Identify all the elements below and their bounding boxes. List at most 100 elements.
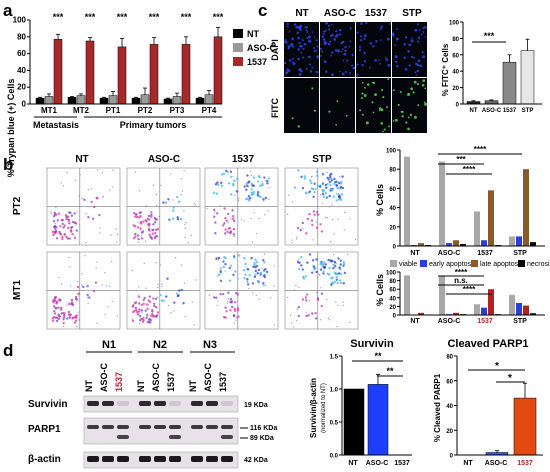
flow-event xyxy=(70,225,74,229)
flow-event xyxy=(329,187,332,191)
flow-event xyxy=(101,172,104,174)
micrograph-cell xyxy=(372,81,374,84)
flow-event xyxy=(70,230,73,233)
band-parp1-cleaved xyxy=(169,435,181,439)
flow-event xyxy=(312,195,315,199)
flow-event xyxy=(70,298,74,302)
flow-event xyxy=(228,266,231,270)
flow-event xyxy=(322,261,326,264)
flow-event xyxy=(52,215,56,218)
flow-event xyxy=(57,317,61,321)
flow-event xyxy=(70,214,74,217)
flow-event xyxy=(152,297,155,300)
legend-label-nt: NT xyxy=(247,29,259,39)
flow-event xyxy=(215,192,219,195)
flow-event xyxy=(57,306,59,309)
micrograph-cell xyxy=(422,55,426,59)
b-mt1-sig-1: **** xyxy=(455,268,468,277)
micrograph-cell xyxy=(387,125,390,128)
micrograph-cell xyxy=(323,39,326,42)
flow-event xyxy=(332,266,335,270)
flow-event xyxy=(224,228,227,231)
flow-event xyxy=(183,282,186,285)
survivin-sig-1: ** xyxy=(374,351,382,361)
flow-event xyxy=(60,308,63,311)
flow-event xyxy=(293,289,296,291)
micrograph-cell xyxy=(416,83,419,86)
micrograph-cell xyxy=(342,59,345,62)
flow-event xyxy=(233,309,237,312)
flow-event xyxy=(167,198,170,201)
flow-event xyxy=(144,240,147,243)
panel-a-bar-pt1-1537 xyxy=(117,46,127,105)
flow-event xyxy=(321,188,324,192)
flow-event xyxy=(148,317,152,321)
blot-lane-label: ASO-C xyxy=(99,363,109,393)
flow-event xyxy=(314,187,317,191)
flow-event xyxy=(253,275,257,279)
micrograph-cell xyxy=(345,114,348,117)
flow-event xyxy=(54,316,58,319)
parp-title: Cleaved PARP1 xyxy=(447,338,528,350)
micrograph-cell xyxy=(369,41,373,45)
flow-event xyxy=(208,294,210,297)
flow-event xyxy=(137,237,140,241)
flow-event xyxy=(214,221,217,224)
flow-event xyxy=(77,280,79,283)
micrograph-cell xyxy=(380,121,384,125)
flow-event xyxy=(251,185,253,188)
micrograph-cell xyxy=(413,115,417,119)
flow-event xyxy=(62,321,65,325)
flow-event xyxy=(319,193,322,196)
flow-event xyxy=(67,310,71,314)
flow-event xyxy=(267,177,271,180)
flow-event xyxy=(141,309,143,312)
flow-event xyxy=(303,177,307,180)
flow-event xyxy=(312,210,316,213)
flow-event xyxy=(57,313,60,316)
flow-event xyxy=(238,316,240,318)
b-mt1-xlabel-nt: NT xyxy=(410,318,420,325)
panel-c-xlabel: NT xyxy=(470,108,478,114)
flow-event xyxy=(248,287,250,290)
micrograph-cell xyxy=(401,115,404,118)
b-pt2-ytick-label: 20 xyxy=(389,225,396,231)
flow-event xyxy=(224,262,227,266)
flow-event xyxy=(190,234,192,236)
legend-label-aso-c: ASO-C xyxy=(247,43,277,53)
flow-event xyxy=(299,228,302,232)
flow-event xyxy=(256,193,259,196)
flow-event xyxy=(295,238,298,240)
flow-event xyxy=(62,185,64,187)
micrograph-cell xyxy=(421,51,424,54)
flow-event xyxy=(132,304,135,307)
flow-event xyxy=(142,298,145,302)
parp-bar-1537 xyxy=(513,397,537,456)
b-mt1-ytick-label: 20 xyxy=(389,305,396,311)
flow-event xyxy=(341,186,345,190)
flow-event xyxy=(69,285,72,287)
flow-event xyxy=(315,170,319,173)
micrograph-cell xyxy=(386,106,389,109)
micrograph-cell xyxy=(333,38,336,41)
micrograph-cell xyxy=(287,69,291,72)
panel-a-bar-pt2-nt xyxy=(131,97,141,105)
panel-a-bar-mt1-aso-c xyxy=(44,96,54,105)
flow-event xyxy=(53,310,56,313)
flow-event xyxy=(305,311,308,313)
flow-event xyxy=(311,259,315,262)
micrograph-cell xyxy=(306,30,309,33)
b-mt1-bar-stp-2 xyxy=(523,305,529,315)
flow-event xyxy=(155,306,158,309)
micrograph-cell xyxy=(336,100,339,103)
legend-swatch-nt xyxy=(233,29,243,38)
micrograph-cell xyxy=(396,65,399,68)
flow-event xyxy=(193,324,195,326)
panel-a-ytick-label: 0 xyxy=(22,100,27,109)
micrograph-cell xyxy=(396,37,399,40)
flow-event xyxy=(236,309,240,312)
micrograph-cell xyxy=(382,96,385,99)
col-label-1537: 1537 xyxy=(365,8,388,19)
flow-event xyxy=(96,169,99,171)
flow-event xyxy=(150,215,153,219)
